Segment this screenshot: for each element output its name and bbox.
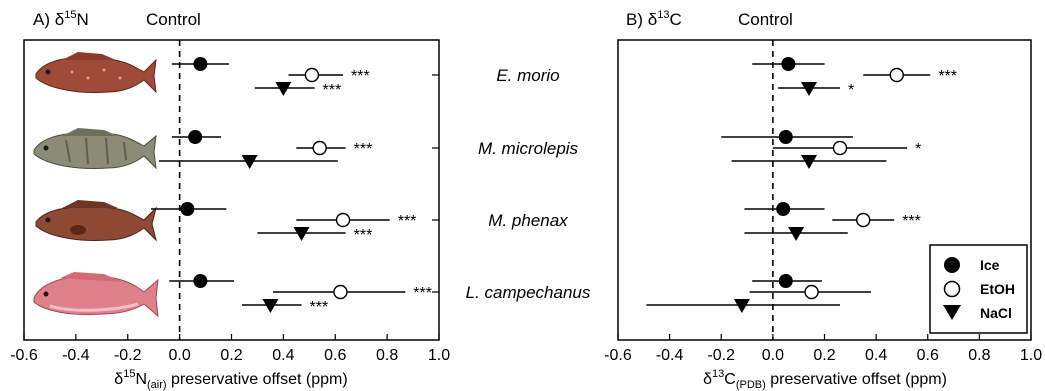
panel-a-nacl-point-1 xyxy=(241,155,258,169)
panel-b-control-label: Control xyxy=(738,10,793,29)
panel-b-tick-label-4: 0.2 xyxy=(813,347,835,364)
panel-a-tick-label-7: 0.8 xyxy=(376,347,398,364)
panel-a-tick-label-8: 1.0 xyxy=(428,347,450,364)
panel-b-etoh-point-1 xyxy=(832,140,848,156)
panel-a-nacl-point-3 xyxy=(262,299,279,313)
legend-ice-label: Ice xyxy=(980,257,1000,273)
panel-b-ice-point-0 xyxy=(781,57,796,71)
panel-b-x-axis: -0.6 -0.4 -0.2 0.0 0.2 0.4 0.6 0.8 1.0 xyxy=(604,334,1042,364)
panel-b-etoh-sig-0: *** xyxy=(938,68,957,85)
red-snapper-icon xyxy=(33,272,159,318)
legend-nacl-marker xyxy=(943,305,961,320)
panel-b-ice-point-3 xyxy=(778,274,793,288)
panel-a-plot-area: *** *** *** *** *** *** *** xyxy=(151,40,439,340)
species-label-0: E. morio xyxy=(496,66,559,85)
panel-a-nacl-sig-2: *** xyxy=(354,227,373,244)
panel-a-tick-label-5: 0.4 xyxy=(272,347,294,364)
panel-a-tick-label-2: -0.2 xyxy=(114,347,142,364)
panel-b-etoh-point-2 xyxy=(856,212,871,228)
legend-nacl-label: NaCl xyxy=(980,305,1012,321)
panel-a-tick-label-6: 0.6 xyxy=(324,347,346,364)
panel-a-control-label: Control xyxy=(146,10,201,29)
panel-b-tick-label-3: 0.0 xyxy=(762,347,784,364)
panel-b-tick-label-2: -0.2 xyxy=(707,347,735,364)
species-labels: E. morio M. microlepis M. phenax L. campech… xyxy=(466,66,591,302)
panel-b-tick-label-7: 0.8 xyxy=(968,347,990,364)
panel-b-tick-label-8: 1.0 xyxy=(1020,347,1042,364)
panel-b-tick-label-0: -0.6 xyxy=(604,347,632,364)
panel-a-etoh-point-1 xyxy=(312,140,327,156)
gag-grouper-icon xyxy=(33,128,157,170)
panel-a-etoh-point-3 xyxy=(333,284,348,300)
panel-a-tick-label-4: 0.2 xyxy=(220,347,242,364)
panel-a-nacl-point-0 xyxy=(275,82,292,96)
panel-a-nacl-sig-0: *** xyxy=(323,82,342,99)
panel-a-nacl-point-2 xyxy=(293,227,310,241)
panel-a-tick-label-0: -0.6 xyxy=(10,347,38,364)
panel-b-plot-area: ******** xyxy=(646,40,957,340)
red-grouper-icon xyxy=(35,52,157,94)
panel-b-nacl-sig-0: * xyxy=(848,82,854,99)
panel-b-xlabel: δ13C(PDB) preservative offset (ppm) xyxy=(703,368,947,391)
panel-b-tick-label-5: 0.4 xyxy=(865,347,887,364)
species-label-1: M. microlepis xyxy=(478,139,579,158)
panel-b-title: B) δ13C xyxy=(626,9,682,29)
panel-a-etoh-sig-0: *** xyxy=(351,68,370,85)
panel-a-ice-point-0 xyxy=(193,57,208,71)
panel-b-etoh-point-0 xyxy=(889,67,904,83)
panel-b-etoh-point-3 xyxy=(804,284,819,300)
panel-a-tick-label-1: -0.4 xyxy=(62,347,90,364)
panel-b-nacl-point-1 xyxy=(801,155,818,169)
legend: Ice EtOH NaCl xyxy=(929,244,1028,334)
panel-a-ice-point-3 xyxy=(193,274,208,288)
panel-b-etoh-sig-1: * xyxy=(915,141,921,158)
panel-b-nacl-point-0 xyxy=(801,82,818,96)
panel-b-etoh-sig-2: *** xyxy=(902,213,921,230)
panel-a-etoh-sig-2: *** xyxy=(398,213,417,230)
panel-b-ice-point-1 xyxy=(778,130,793,144)
panel-b-tick-label-1: -0.4 xyxy=(656,347,684,364)
panel-a-etoh-point-0 xyxy=(304,67,320,83)
panel-a-etoh-point-2 xyxy=(335,212,351,228)
scamp-grouper-icon xyxy=(35,200,157,242)
panel-a-ice-point-2 xyxy=(180,202,195,216)
panel-a-xlabel: δ15N(air) preservative offset (ppm) xyxy=(114,368,347,391)
panel-b-nacl-point-2 xyxy=(788,227,805,241)
panel-b-nacl-point-3 xyxy=(733,299,750,313)
legend-etoh-marker xyxy=(943,280,961,298)
legend-etoh-label: EtOH xyxy=(980,281,1015,297)
legend-ice-marker xyxy=(944,257,960,273)
panel-b-ice-point-2 xyxy=(776,202,791,216)
panel-a-tick-label-3: 0.0 xyxy=(169,347,191,364)
panel-a-nacl-sig-3: *** xyxy=(310,299,329,316)
panel-a-x-axis: -0.6 -0.4 -0.2 0.0 0.2 0.4 0.6 0.8 1.0 xyxy=(10,334,450,364)
panel-a-ice-point-1 xyxy=(188,130,203,144)
panel-a-title: A) δ15N xyxy=(33,9,89,29)
panel-a-etoh-sig-1: *** xyxy=(354,141,373,158)
species-label-3: L. campechanus xyxy=(466,283,591,302)
panel-a-etoh-sig-3: *** xyxy=(413,285,432,302)
species-label-2: M. phenax xyxy=(488,211,568,230)
panel-b-tick-label-6: 0.6 xyxy=(917,347,939,364)
